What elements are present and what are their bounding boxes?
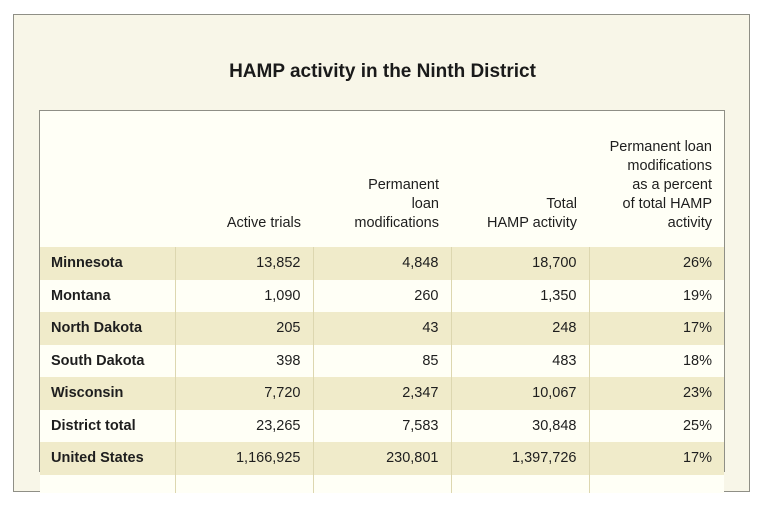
state-cell: Minnesota (40, 247, 175, 280)
column-header-permanent-modifications: Permanent loan modifications (354, 177, 439, 231)
state-cell: United States (40, 442, 175, 475)
page-title: HAMP activity in the Ninth District (229, 61, 536, 82)
figure-frame: HAMP activity in the Ninth District Acti… (13, 14, 750, 493)
percent-cell: 23% (588, 377, 724, 410)
permanent-modifications-cell: 7,583 (312, 409, 451, 442)
table-row: District total 23,265 7,583 30,848 25% (40, 409, 724, 442)
active-trials-cell: 205 (174, 312, 313, 345)
spacer-cell (174, 474, 313, 493)
spacer-cell (588, 474, 724, 493)
table-row: South Dakota 398 85 483 18% (40, 344, 724, 377)
total-hamp-activity-cell: 30,848 (450, 409, 589, 442)
state-cell: Montana (40, 279, 175, 312)
spacer-cell (312, 474, 451, 493)
total-hamp-activity-cell: 18,700 (450, 247, 589, 280)
table-body: Minnesota 13,852 4,848 18,700 26% Montana 1,09… (40, 247, 724, 493)
column-header-state (40, 111, 175, 247)
table-row: Montana 1,090 260 1,350 19% (40, 279, 724, 312)
table-row: Wisconsin 7,720 2,347 10,067 23% (40, 377, 724, 410)
total-hamp-activity-cell: 1,350 (450, 279, 589, 312)
total-hamp-activity-cell: 1,397,726 (450, 442, 589, 475)
percent-cell: 17% (588, 442, 724, 475)
state-cell: North Dakota (40, 312, 175, 345)
active-trials-cell: 398 (174, 344, 313, 377)
data-table-card: Active trials Permanent loan modifications… (39, 110, 725, 493)
table-row: Minnesota 13,852 4,848 18,700 26% (40, 247, 724, 280)
active-trials-cell: 1,166,925 (174, 442, 313, 475)
total-hamp-activity-cell: 483 (450, 344, 589, 377)
percent-cell: 19% (588, 279, 724, 312)
percent-cell: 25% (588, 409, 724, 442)
active-trials-cell: 13,852 (174, 247, 313, 280)
spacer-cell (40, 474, 175, 493)
table-spacer-row (40, 474, 724, 493)
total-hamp-activity-cell: 10,067 (450, 377, 589, 410)
state-cell: South Dakota (40, 344, 175, 377)
column-header-total-hamp-activity: Total HAMP activity (487, 196, 577, 231)
permanent-modifications-cell: 260 (312, 279, 451, 312)
active-trials-cell: 7,720 (174, 377, 313, 410)
active-trials-cell: 23,265 (174, 409, 313, 442)
total-hamp-activity-cell: 248 (450, 312, 589, 345)
column-header-active-trials: Active trials (226, 215, 301, 231)
hamp-table: Active trials Permanent loan modifications… (40, 111, 724, 493)
column-header-percent: Permanent loan modifications as a percent o… (609, 139, 712, 231)
state-cell: District total (40, 409, 175, 442)
header-row: Active trials Permanent loan modifications… (40, 111, 724, 247)
table-row: United States 1,166,925 230,801 1,397,726 17… (40, 442, 724, 475)
table-row: North Dakota 205 43 248 17% (40, 312, 724, 345)
permanent-modifications-cell: 85 (312, 344, 451, 377)
percent-cell: 26% (588, 247, 724, 280)
state-cell: Wisconsin (40, 377, 175, 410)
spacer-cell (450, 474, 589, 493)
permanent-modifications-cell: 4,848 (312, 247, 451, 280)
permanent-modifications-cell: 43 (312, 312, 451, 345)
percent-cell: 18% (588, 344, 724, 377)
active-trials-cell: 1,090 (174, 279, 313, 312)
permanent-modifications-cell: 230,801 (312, 442, 451, 475)
percent-cell: 17% (588, 312, 724, 345)
permanent-modifications-cell: 2,347 (312, 377, 451, 410)
